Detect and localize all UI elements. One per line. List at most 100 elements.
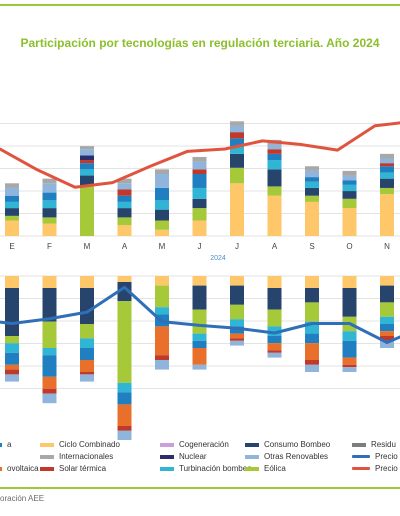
bar-down-consumo_bombeo — [80, 288, 94, 324]
bar-up-turbinacion_bombeo — [230, 146, 244, 154]
legend-swatch — [245, 442, 259, 447]
bar-down-solar_termica — [155, 355, 169, 360]
legend-item: Precio — [352, 452, 398, 461]
bar-up-turbinacion_bombeo — [42, 200, 57, 209]
bar-down-ciclo_combinado — [5, 276, 19, 288]
bar-down-turbinacion_bombeo — [192, 333, 207, 341]
legend-swatch — [245, 466, 259, 471]
bar-up-consumo_bombeo — [155, 209, 169, 221]
source-note: oración AEE — [0, 494, 45, 503]
legend-item: Precio — [352, 464, 398, 473]
legend-label: Precio — [375, 452, 398, 461]
bar-up-consumo_bombeo — [380, 178, 394, 188]
bar-up-hidraulica — [117, 195, 132, 202]
bar-down-ciclo_combinado — [380, 276, 394, 286]
bar-down-otras_renovables — [305, 364, 319, 372]
bar-up-hidraulica — [380, 166, 394, 173]
x-tick-label: F — [47, 242, 52, 251]
bar-down-otras_renovables — [342, 367, 357, 372]
bar-up-otras_renovables — [155, 174, 169, 188]
legend-swatch — [352, 442, 366, 447]
bar-down-carbon — [80, 360, 94, 372]
bar-down-eolica — [155, 285, 169, 308]
bar-up-turbinacion_bombeo — [5, 201, 19, 209]
bar-down-ciclo_combinado — [155, 276, 169, 286]
bar-down-ciclo_combinado — [192, 276, 207, 286]
legend-item: Residu — [352, 440, 396, 449]
bar-up-internacionales — [5, 183, 19, 188]
bar-down-carbon — [230, 333, 244, 339]
bar-down-consumo_bombeo — [192, 285, 207, 310]
bar-down-solar_termica — [42, 388, 57, 394]
bar-up-consumo_bombeo — [192, 198, 207, 209]
bar-up-consumo_bombeo — [80, 175, 94, 187]
legend-label: Otras Renovables — [264, 452, 329, 461]
bar-down-carbon — [380, 331, 394, 336]
bar-down-eolica — [192, 309, 207, 334]
bar-down-hidraulica — [117, 392, 132, 405]
bar-down-carbon — [342, 357, 357, 365]
bar-up-turbinacion_bombeo — [342, 184, 357, 192]
bar-down-turbinacion_bombeo — [230, 319, 244, 327]
bar-up-ciclo_combinado — [380, 194, 394, 236]
bar-up-hidraulica — [192, 174, 207, 188]
bar-down-turbinacion_bombeo — [342, 331, 357, 341]
legend-swatch — [160, 454, 174, 459]
bar-up-hidraulica — [5, 195, 19, 202]
bar-down-consumo_bombeo — [117, 282, 132, 302]
bar-up-hidraulica — [42, 192, 57, 201]
bar-up-consumo_bombeo — [267, 169, 282, 187]
legend-item: a — [0, 440, 11, 449]
bar-down-hidraulica — [267, 336, 282, 344]
legend-label: Internacionales — [59, 452, 114, 461]
bar-up-consumo_bombeo — [230, 153, 244, 168]
legend-swatch — [245, 454, 259, 459]
legend-label: Residu — [371, 440, 396, 449]
legend-swatch — [0, 466, 2, 471]
bar-down-carbon — [42, 376, 57, 389]
bar-down-carbon — [192, 348, 207, 365]
x-tick-label: M — [84, 242, 91, 251]
x-tick-label: A — [122, 242, 128, 251]
legend-label: ovoltaica — [7, 464, 39, 473]
bar-down-otras_renovables — [192, 364, 207, 370]
bar-up-eolica — [117, 217, 132, 226]
legend-swatch — [352, 455, 370, 458]
x-tick-label: J — [235, 242, 239, 251]
legend-label: Nuclear — [179, 452, 207, 461]
bar-up-internacionales — [192, 156, 207, 162]
bar-down-otras_renovables — [155, 360, 169, 370]
legend-swatch — [0, 442, 2, 447]
bar-up-consumo_bombeo — [342, 191, 357, 199]
bar-up-internacionales — [380, 153, 394, 159]
bar-up-otras_renovables — [267, 144, 282, 150]
chart-title: Participación por tecnologías en regulac… — [20, 36, 380, 50]
bar-up-eolica — [80, 186, 94, 236]
bar-up-eolica — [267, 186, 282, 196]
bar-down-solar_termica — [230, 338, 244, 341]
bar-down-hidraulica — [305, 333, 319, 344]
bar-down-consumo_bombeo — [42, 288, 57, 322]
bar-up-ciclo_combinado — [342, 208, 357, 236]
bar-up-eolica — [305, 195, 319, 202]
bar-up-hidraulica — [342, 180, 357, 185]
x-axis-year-label: 2024 — [210, 255, 226, 262]
bar-down-consumo_bombeo — [267, 288, 282, 310]
x-tick-label: O — [346, 242, 352, 251]
legend-item: Eólica — [245, 464, 286, 473]
legend-swatch — [40, 454, 54, 459]
x-tick-label: A — [272, 242, 278, 251]
bar-down-eolica — [5, 336, 19, 344]
bar-up-consumo_bombeo — [42, 208, 57, 218]
legend-label: Cogeneración — [179, 440, 229, 449]
bar-down-ciclo_combinado — [117, 276, 132, 282]
legend-item: Internacionales — [40, 452, 113, 461]
legend-label: Ciclo Combinado — [59, 440, 120, 449]
bar-up-turbinacion_bombeo — [380, 172, 394, 179]
bar-down-turbinacion_bombeo — [267, 326, 282, 336]
bar-down-solar_termica — [117, 426, 132, 431]
bar-up-otras_renovables — [230, 125, 244, 133]
bar-down-eolica — [80, 324, 94, 339]
bar-down-eolica — [267, 309, 282, 327]
x-tick-label: S — [309, 242, 314, 251]
